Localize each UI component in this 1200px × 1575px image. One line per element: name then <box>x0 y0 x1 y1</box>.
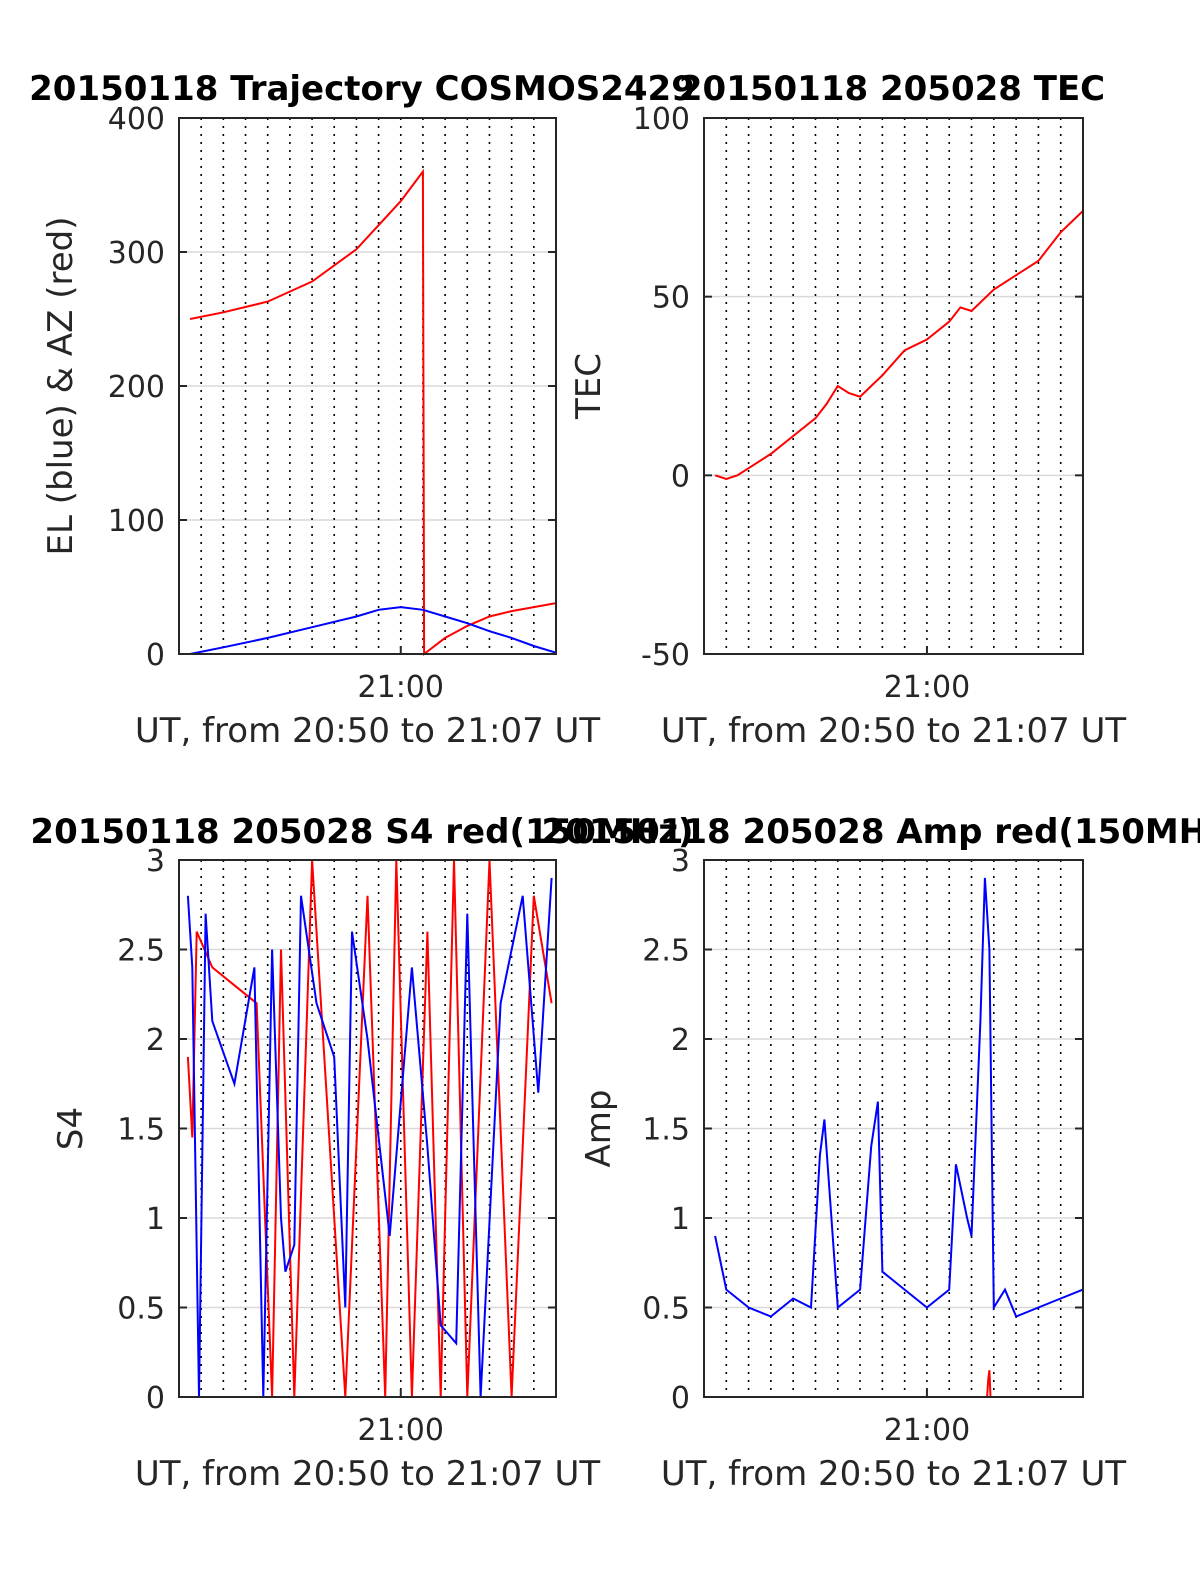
y-tick-label: 50 <box>652 281 690 316</box>
y-tick-label: 2.5 <box>117 934 165 969</box>
panel-amp-ylabel: Amp <box>579 1090 619 1168</box>
y-tick-label: 1.5 <box>117 1113 165 1148</box>
panel-tec-ylabel: TEC <box>569 353 609 420</box>
panel-amp-title: 20150118 205028 Amp red(150MHz) <box>541 812 1200 852</box>
panel-amp-yticks: 0 0.5 1 1.5 2 2.5 3 <box>642 844 1083 1416</box>
y-tick-label: 0.5 <box>117 1292 165 1327</box>
series-line-blue <box>189 606 557 655</box>
panel-amp-xtick: 21:00 <box>884 1413 970 1448</box>
series-line-red <box>189 168 557 657</box>
panel-s4-xlabel: UT, from 20:50 to 21:07 UT <box>135 1454 601 1494</box>
panel-s4-ylabel: S4 <box>51 1107 91 1150</box>
panel-tec-grid <box>704 118 1083 654</box>
panel-s4-xtick: 21:00 <box>358 1413 444 1448</box>
y-tick-label: 2 <box>671 1023 690 1058</box>
panel-trajectory-xtick: 21:00 <box>358 670 444 705</box>
series-line-red <box>714 210 1084 480</box>
panel-s4-yticks: 0 0.5 1 1.5 2 2.5 3 <box>117 844 556 1416</box>
panel-trajectory-title: 20150118 Trajectory COSMOS2429 <box>29 69 695 109</box>
y-tick-label: 300 <box>108 236 165 271</box>
panel-s4: 0 0.5 1 1.5 2 2.5 3 21:00 20150118 205028 S4 r… <box>30 812 693 1494</box>
panel-tec-yticks: -50 0 50 100 <box>633 102 1083 673</box>
panel-s4-grid <box>179 860 556 1397</box>
panel-trajectory-ylabel: EL (blue) & AZ (red) <box>41 216 81 555</box>
series-line-blue <box>186 877 553 1398</box>
panel-tec-series <box>714 210 1084 480</box>
panel-s4-series <box>186 859 553 1398</box>
series-line-red <box>986 1370 992 1398</box>
y-tick-label: 0 <box>671 1381 690 1416</box>
panel-tec-title: 20150118 205028 TEC <box>679 69 1105 109</box>
y-tick-label: 1 <box>671 1202 690 1237</box>
panel-tec-frame <box>703 117 1084 655</box>
y-tick-label: -50 <box>641 638 690 673</box>
y-tick-label: 100 <box>633 102 690 137</box>
panel-amp-grid <box>704 860 1083 1397</box>
panel-amp-xlabel: UT, from 20:50 to 21:07 UT <box>661 1454 1127 1494</box>
panel-trajectory-grid <box>179 118 556 654</box>
y-tick-label: 1 <box>146 1202 165 1237</box>
y-tick-label: 0 <box>146 638 165 673</box>
y-tick-label: 100 <box>108 504 165 539</box>
panel-trajectory-xlabel: UT, from 20:50 to 21:07 UT <box>135 711 601 751</box>
panel-tec-xlabel: UT, from 20:50 to 21:07 UT <box>661 711 1127 751</box>
panel-trajectory: 0 100 200 300 400 21:00 20150118 Trajectory … <box>29 69 695 751</box>
y-tick-label: 400 <box>108 102 165 137</box>
panel-amp: 0 0.5 1 1.5 2 2.5 3 21:00 20150118 205028 Amp … <box>541 812 1200 1494</box>
panel-tec-xtick: 21:00 <box>884 670 970 705</box>
y-tick-label: 0.5 <box>642 1292 690 1327</box>
y-tick-label: 200 <box>108 370 165 405</box>
panel-tec: -50 0 50 100 21:00 20150118 205028 TEC UT, … <box>569 69 1126 751</box>
y-tick-label: 3 <box>671 844 690 879</box>
panel-amp-series <box>714 877 1084 1398</box>
series-line-blue <box>714 877 1084 1318</box>
y-tick-label: 0 <box>671 459 690 494</box>
panel-trajectory-yticks: 0 100 200 300 400 <box>108 102 556 673</box>
panel-trajectory-series <box>189 168 557 657</box>
y-tick-label: 2 <box>146 1023 165 1058</box>
y-tick-label: 2.5 <box>642 934 690 969</box>
panel-s4-title: 20150118 205028 S4 red(150MHz) <box>30 812 693 852</box>
y-tick-label: 3 <box>146 844 165 879</box>
y-tick-label: 1.5 <box>642 1113 690 1148</box>
y-tick-label: 0 <box>146 1381 165 1416</box>
